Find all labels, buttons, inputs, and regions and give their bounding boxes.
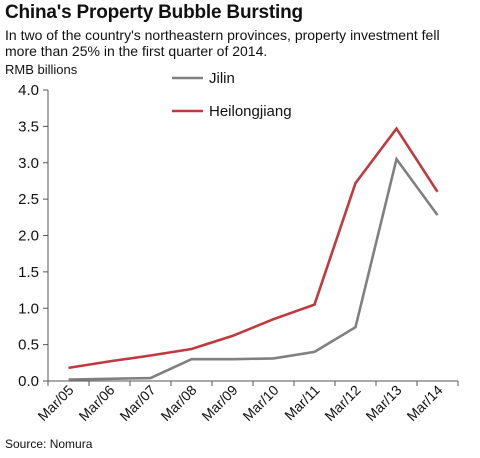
y-tick-label: 1.5 xyxy=(18,264,39,281)
x-tick-label: Mar/14 xyxy=(403,382,445,424)
y-tick-label: 0.0 xyxy=(18,373,39,390)
y-tick-label: 3.0 xyxy=(18,155,39,172)
y-tick-label: 4.0 xyxy=(18,82,39,99)
x-tick-label: Mar/07 xyxy=(116,382,158,424)
y-tick-label: 2.0 xyxy=(18,228,39,245)
x-tick-label: Mar/06 xyxy=(75,382,117,424)
x-tick-label: Mar/13 xyxy=(362,382,404,424)
x-tick-label: Mar/11 xyxy=(281,382,323,424)
x-tick-label: Mar/10 xyxy=(239,382,281,424)
x-tick-label: Mar/05 xyxy=(34,382,76,424)
x-tick-label: Mar/09 xyxy=(198,382,240,424)
chart-subtitle: In two of the country's northeastern pro… xyxy=(5,27,440,59)
source-note: Source: Nomura xyxy=(5,437,93,451)
legend-label-heilongjiang: Heilongjiang xyxy=(209,103,292,120)
x-tick-label: Mar/08 xyxy=(157,382,199,424)
y-tick-label: 2.5 xyxy=(18,191,39,208)
y-tick-label: 3.5 xyxy=(18,118,39,135)
x-tick-label: Mar/12 xyxy=(321,382,363,424)
legend-label-jilin: Jilin xyxy=(209,70,235,87)
y-tick-label: 0.5 xyxy=(18,337,39,354)
series-line-jilin xyxy=(68,156,439,381)
series-line-heilongjiang xyxy=(68,126,439,370)
chart-title: China's Property Bubble Bursting xyxy=(5,2,303,23)
y-axis-unit-label: RMB billions xyxy=(5,62,78,77)
y-tick-label: 1.0 xyxy=(18,300,39,317)
